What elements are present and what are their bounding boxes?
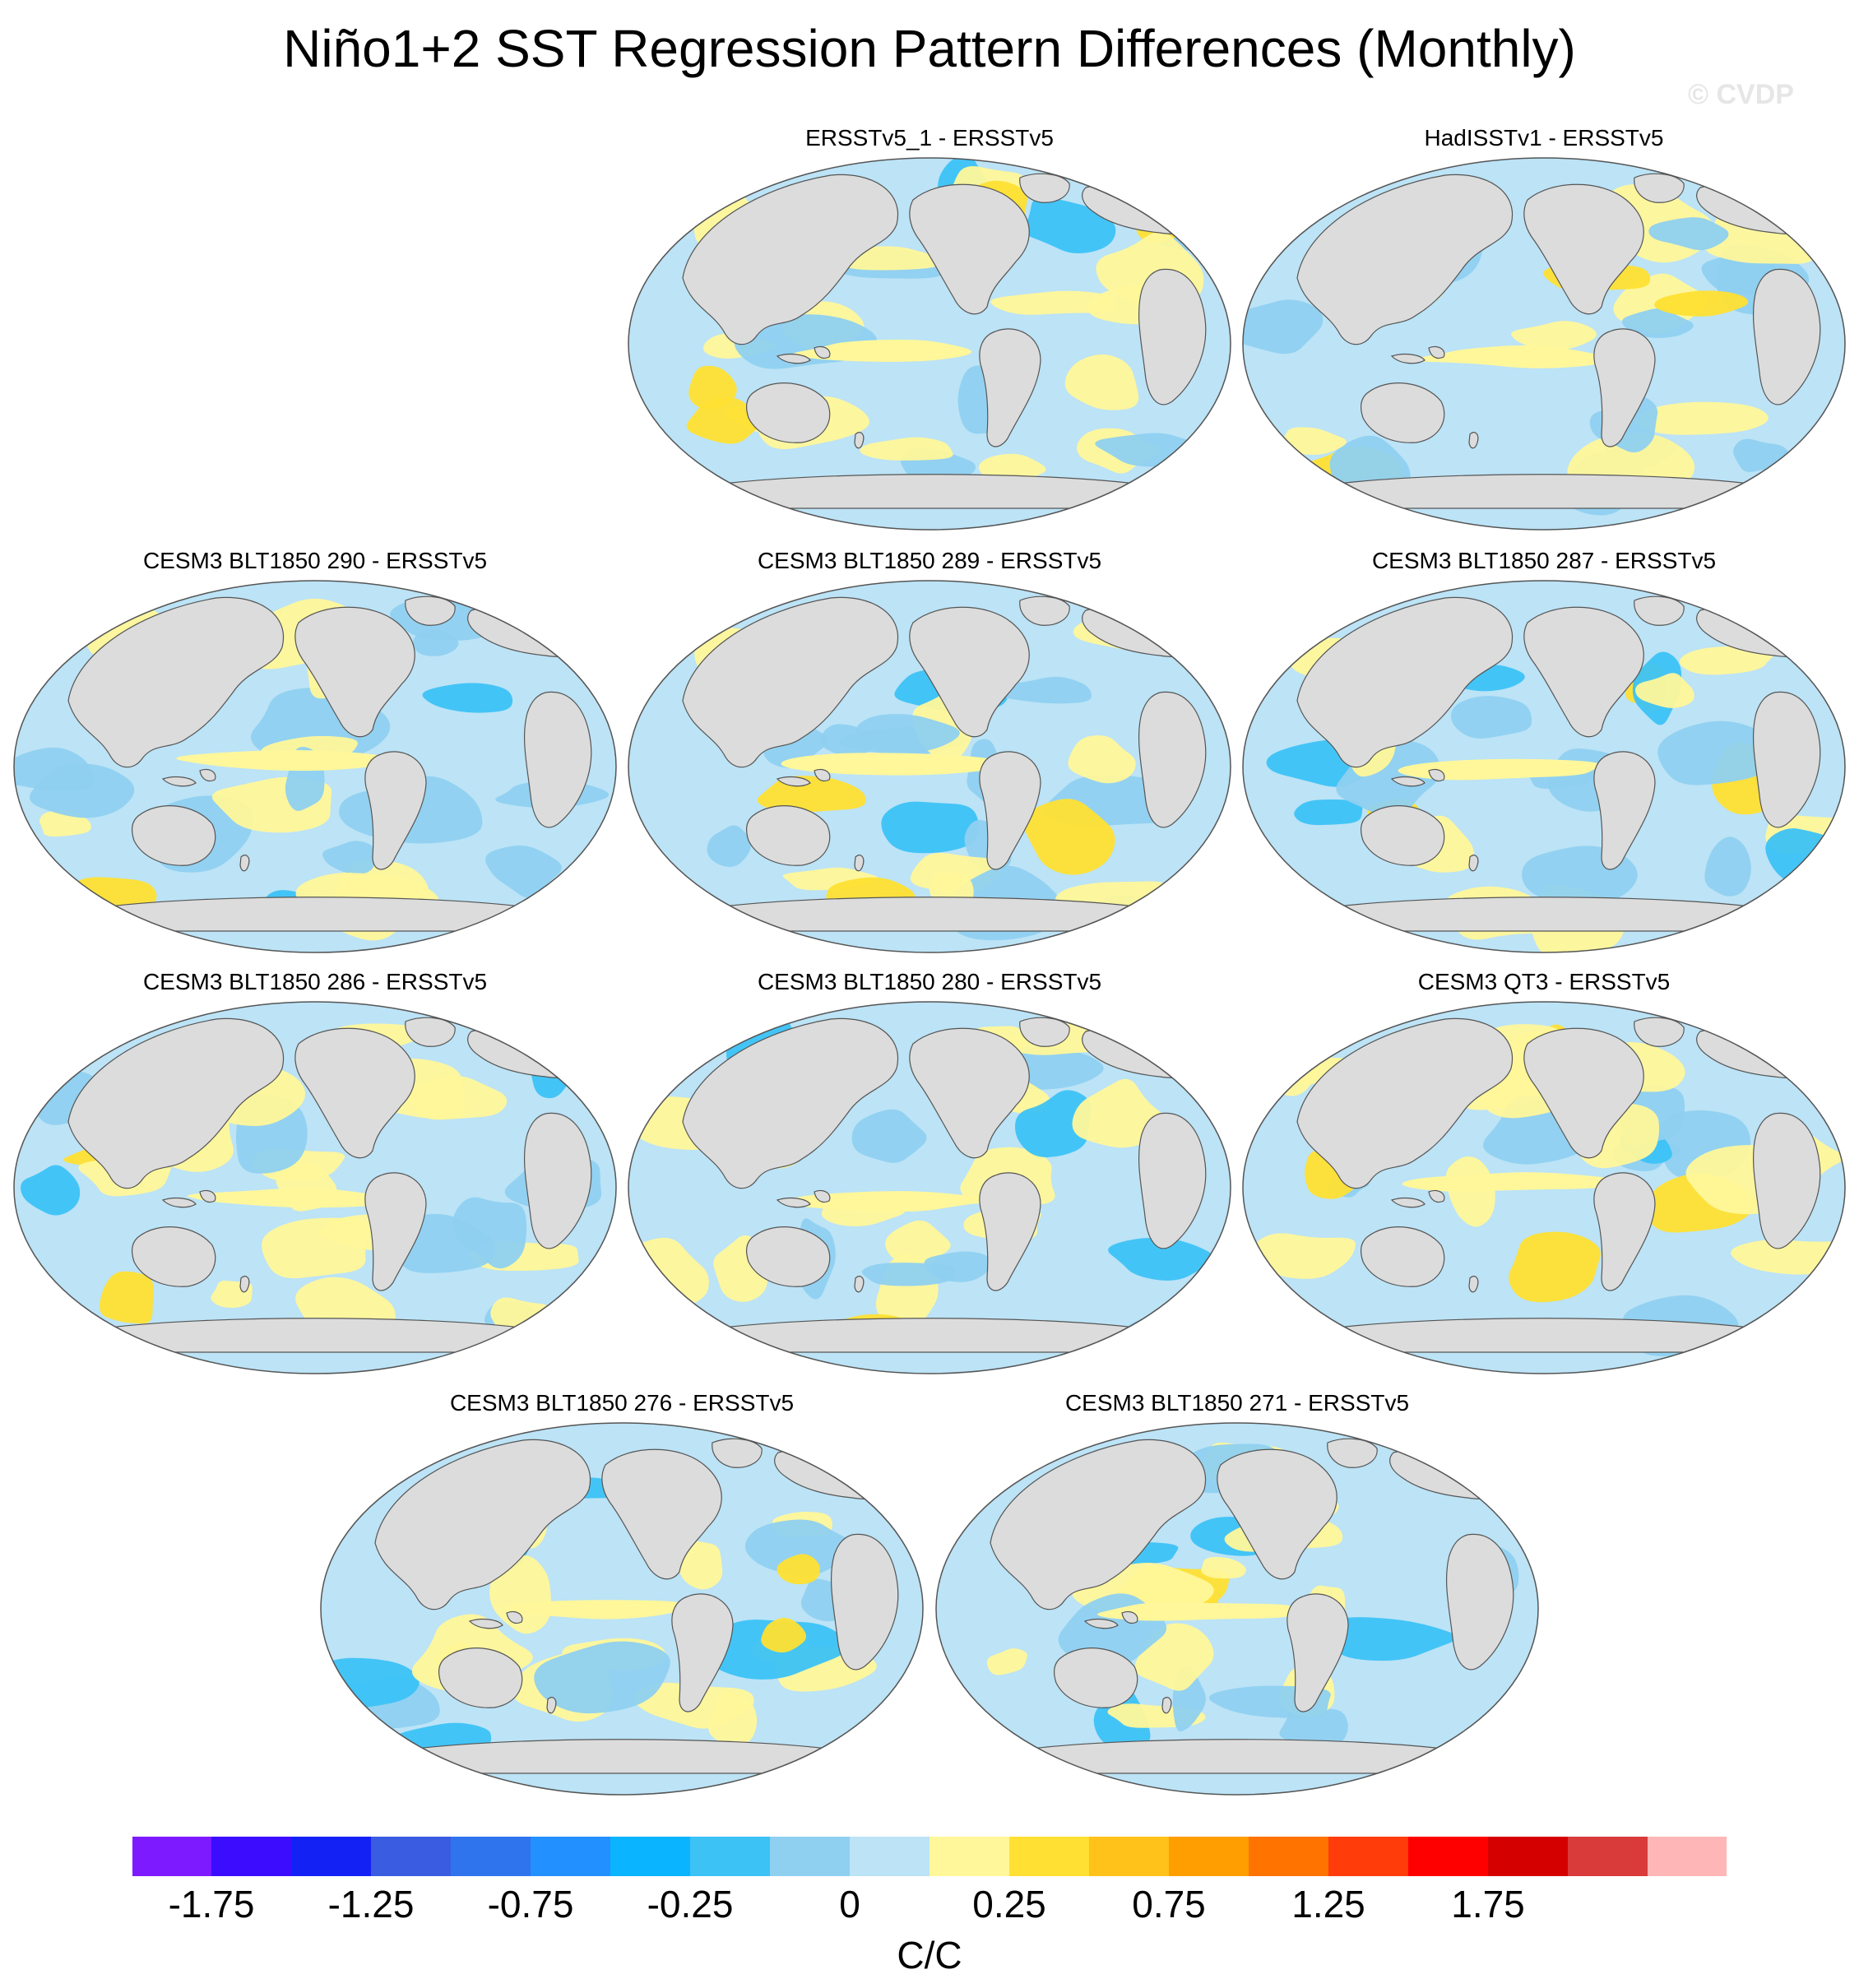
colorbar-swatch: [1648, 1836, 1727, 1877]
colorbar: [132, 1836, 1727, 1877]
panel-title: CESM3 BLT1850 286 - ERSSTv5: [142, 969, 488, 994]
colorbar-tick-label: 0.75: [1132, 1883, 1206, 1925]
map-panel: CESM3 QT3 - ERSSTv5: [1240, 966, 1848, 1377]
sst-map: [1242, 157, 1846, 531]
colorbar-swatch: [1009, 1836, 1090, 1877]
map-panel: CESM3 BLT1850 286 - ERSSTv5: [11, 966, 619, 1377]
figure-title: Niño1+2 SST Regression Pattern Differenc…: [283, 19, 1576, 78]
colorbar-tick-label: 1.25: [1291, 1883, 1365, 1925]
colorbar-swatch: [1568, 1836, 1648, 1877]
map-panel: CESM3 BLT1850 290 - ERSSTv5: [11, 544, 619, 956]
sst-map: [935, 1422, 1539, 1796]
colorbar-tick-label: -0.25: [647, 1883, 734, 1925]
sst-map: [13, 580, 617, 953]
colorbar-units: C/C: [897, 1934, 962, 1976]
colorbar-swatch: [1169, 1836, 1249, 1877]
colorbar-swatch: [1408, 1836, 1489, 1877]
sst-map: [1242, 580, 1846, 953]
cvdp-watermark: © CVDP: [1688, 79, 1794, 110]
sst-map: [320, 1422, 924, 1796]
colorbar-tick-label: -1.25: [327, 1883, 415, 1925]
sst-map: [1242, 1001, 1846, 1374]
sst-map: [628, 1001, 1231, 1374]
panel-title: CESM3 BLT1850 271 - ERSSTv5: [1064, 1390, 1410, 1416]
map-panel: CESM3 BLT1850 276 - ERSSTv5: [318, 1387, 926, 1798]
colorbar-swatch: [531, 1836, 611, 1877]
map-panel: CESM3 BLT1850 287 - ERSSTv5: [1240, 544, 1848, 956]
sst-map: [628, 157, 1231, 531]
panel-title: CESM3 BLT1850 280 - ERSSTv5: [757, 969, 1102, 994]
colorbar-tick-label: -0.75: [487, 1883, 574, 1925]
map-panel: ERSSTv5_1 - ERSSTv5: [625, 122, 1234, 533]
panel-title: HadISSTv1 - ERSSTv5: [1424, 125, 1664, 151]
panel-title: CESM3 BLT1850 290 - ERSSTv5: [142, 548, 488, 573]
colorbar-swatch: [690, 1836, 771, 1877]
colorbar-swatch: [850, 1836, 930, 1877]
colorbar-swatch: [371, 1836, 452, 1877]
map-panel: CESM3 BLT1850 280 - ERSSTv5: [625, 966, 1234, 1377]
colorbar-swatch: [1089, 1836, 1170, 1877]
panel-title: ERSSTv5_1 - ERSSTv5: [805, 125, 1054, 151]
colorbar-tick-label: 0.25: [972, 1883, 1046, 1925]
map-panel: CESM3 BLT1850 289 - ERSSTv5: [625, 544, 1234, 956]
colorbar-tick-label: 1.75: [1451, 1883, 1525, 1925]
panel-title: CESM3 BLT1850 289 - ERSSTv5: [757, 548, 1102, 573]
panel-title: CESM3 BLT1850 276 - ERSSTv5: [449, 1390, 795, 1416]
colorbar-swatch: [1488, 1836, 1569, 1877]
colorbar-swatch: [610, 1836, 691, 1877]
colorbar-swatch: [1249, 1836, 1329, 1877]
sst-map: [13, 1001, 617, 1374]
colorbar-swatch: [211, 1836, 292, 1877]
sst-map: [628, 580, 1231, 953]
colorbar-swatch: [930, 1836, 1010, 1877]
panel-title: CESM3 BLT1850 287 - ERSSTv5: [1371, 548, 1717, 573]
map-panel: CESM3 BLT1850 271 - ERSSTv5: [933, 1387, 1541, 1798]
colorbar-swatch: [451, 1836, 531, 1877]
colorbar-tick-label: -1.75: [168, 1883, 255, 1925]
colorbar-tick-label: 0: [839, 1883, 860, 1925]
colorbar-swatch: [132, 1836, 212, 1877]
map-panel: HadISSTv1 - ERSSTv5: [1240, 122, 1848, 533]
colorbar-swatch: [291, 1836, 372, 1877]
colorbar-swatch: [770, 1836, 851, 1877]
panel-title: CESM3 QT3 - ERSSTv5: [1417, 969, 1671, 994]
colorbar-swatch: [1328, 1836, 1409, 1877]
